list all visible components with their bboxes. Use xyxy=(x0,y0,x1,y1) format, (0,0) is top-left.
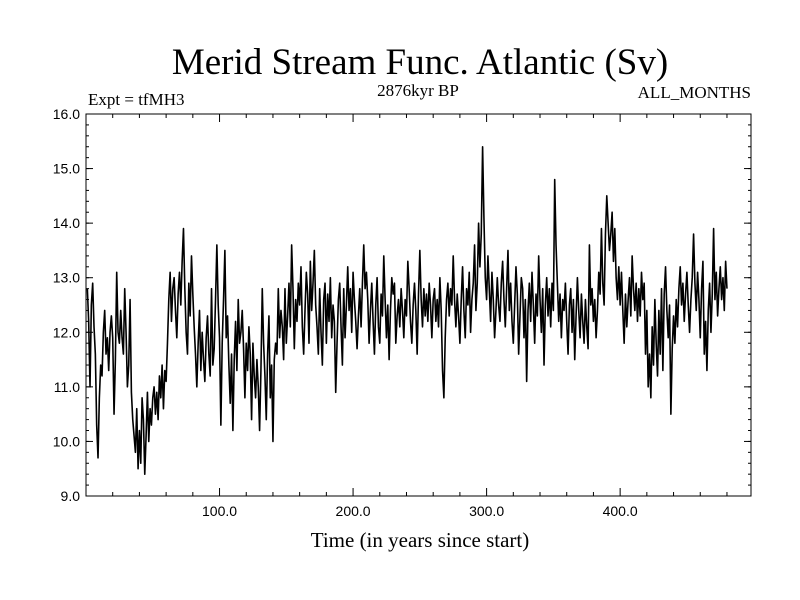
series-group xyxy=(86,145,728,475)
x-tick-label: 200.0 xyxy=(336,503,371,519)
y-tick-label: 10.0 xyxy=(53,433,80,449)
experiment-label: Expt = tfMH3 xyxy=(88,90,184,109)
y-tick-label: 16.0 xyxy=(53,106,80,122)
months-label: ALL_MONTHS xyxy=(638,83,751,102)
axis-ticks: 9.0 10.0 11.0 12.0 13.0 14.0 15.0 16.0 100.0 200.… xyxy=(53,106,751,519)
plot-frame xyxy=(85,113,752,497)
x-tick-label: 300.0 xyxy=(469,503,504,519)
y-tick-label: 11.0 xyxy=(54,379,80,395)
x-axis-label: Time (in years since start) xyxy=(311,528,530,552)
x-tick-label: 100.0 xyxy=(202,503,237,519)
y-tick-label: 15.0 xyxy=(53,161,80,177)
y-tick-label: 9.0 xyxy=(61,488,81,504)
chart-title: Merid Stream Func. Atlantic (Sv) xyxy=(172,42,668,83)
y-tick-label: 13.0 xyxy=(53,270,80,286)
period-label: 2876kyr BP xyxy=(377,81,459,100)
x-tick-label: 400.0 xyxy=(603,503,638,519)
series-line-0 xyxy=(86,145,728,475)
y-tick-label: 12.0 xyxy=(53,324,80,340)
y-tick-label: 14.0 xyxy=(53,215,80,231)
